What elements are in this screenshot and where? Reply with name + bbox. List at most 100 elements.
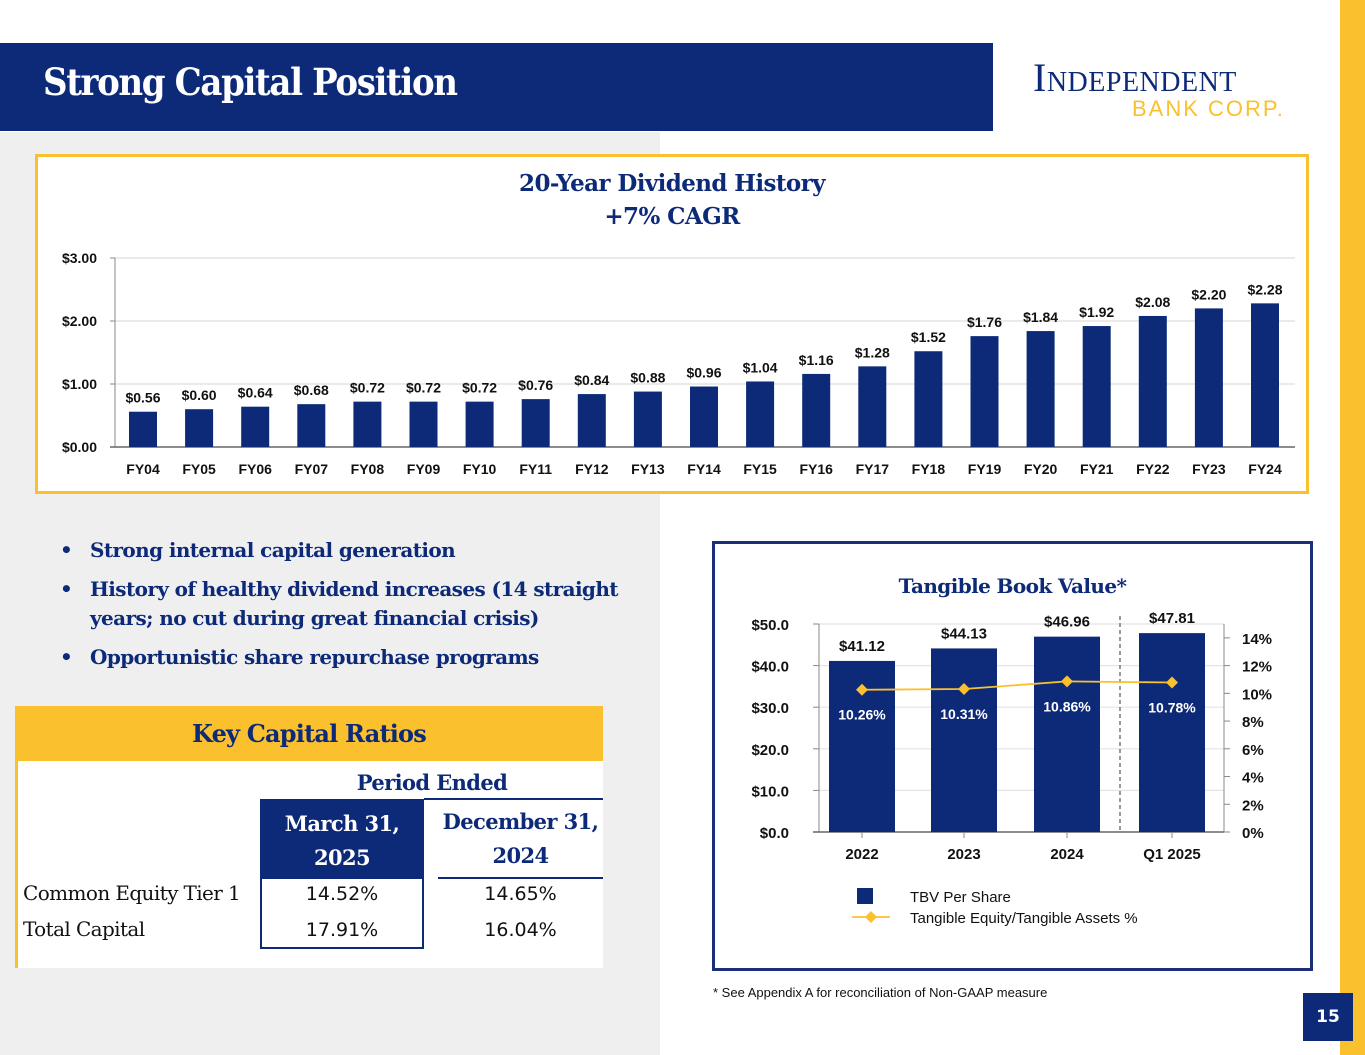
dividend-data-label: $1.52 [911,329,946,345]
dividend-bar [1138,315,1167,447]
y-tick-label: $50.0 [751,617,789,634]
tbv-data-label: $41.12 [839,638,885,655]
legend-label-tce: Tangible Equity/Tangible Assets % [910,910,1138,927]
bullet-item: History of healthy dividend increases (1… [60,575,660,633]
dividend-data-label: $0.84 [574,372,609,388]
y-tick-label: $20.0 [751,742,789,759]
dividend-data-label: $2.28 [1247,281,1282,297]
x-tick-label: FY13 [631,461,665,477]
tce-ratio-label: 10.78% [1148,700,1196,716]
cell-cet1-mar-2025: 14.52% [305,883,379,905]
dividend-data-label: $2.08 [1135,294,1170,310]
x-tick-label: FY18 [912,461,946,477]
footnote: * See Appendix A for reconciliation of N… [713,985,1048,1000]
column-header-line: December 31, [442,809,599,834]
dividend-bar [914,351,943,447]
tce-ratio-line [861,680,1173,691]
bullet-list: Strong internal capital generation Histo… [60,536,660,682]
x-tick-label: FY14 [687,461,721,477]
dividend-bar [1082,326,1111,447]
x-tick-label: FY15 [743,461,777,477]
dividend-data-label: $0.96 [686,365,721,381]
y2-tick-label: 0% [1242,825,1264,842]
tce-ratio-label: 10.26% [838,707,886,723]
x-tick-label: FY17 [856,461,890,477]
x-tick-label: 2022 [845,846,878,863]
column-header-december-2024: December 31, 2024 [438,805,603,873]
x-tick-label: 2023 [947,846,980,863]
dividend-data-label: $1.76 [967,314,1002,330]
y2-tick-label: 4% [1242,770,1264,787]
title-bar [0,43,993,131]
dividend-chart-subtitle: +7% CAGR [604,203,740,230]
dividend-bar [858,366,887,447]
tce-ratio-marker [1166,676,1178,689]
dividend-data-label: $1.04 [743,359,778,375]
gold-accent-stripe [1340,0,1365,1055]
dividend-bar [802,373,831,447]
x-tick-label: FY22 [1136,461,1170,477]
x-tick-label: FY09 [407,461,441,477]
dividend-bar [353,401,382,447]
tce-ratio-label: 10.86% [1043,698,1091,714]
dividend-data-label: $0.72 [406,380,441,396]
dividend-data-label: $0.76 [518,377,553,393]
y-tick-label: $30.0 [751,700,789,717]
dividend-data-label: $1.28 [855,344,890,360]
dividend-bar [521,399,550,447]
column-header-march-2025: March 31, 2025 [262,801,422,879]
dividend-data-label: $1.16 [799,352,834,368]
dividend-bar [1251,303,1279,447]
x-tick-label: FY24 [1248,461,1282,477]
cell-cet1-dec-2024: 14.65% [484,883,557,905]
column-header-line: March 31, [284,811,400,836]
page-number: 15 [1303,993,1353,1041]
column-header-line: 2024 [492,843,549,868]
key-capital-ratios-table: Key Capital Ratios Period Ended March 31… [15,706,603,968]
x-tick-label: 2024 [1050,846,1084,863]
y2-tick-label: 12% [1242,659,1272,676]
divider [424,798,603,800]
legend-swatch-marker [865,911,877,923]
dividend-data-label: $0.72 [462,380,497,396]
x-tick-label: FY05 [182,461,216,477]
dividend-bar [465,401,494,447]
dividend-bar [577,394,606,447]
dividend-bar [746,381,775,447]
period-ended-label: Period Ended [356,770,508,795]
ratios-title: Key Capital Ratios [15,706,603,761]
y-tick-label: $0.0 [760,825,789,842]
dividend-data-label: $0.64 [238,385,273,401]
dividend-data-label: $2.20 [1191,286,1226,302]
tbv-bar [1034,636,1100,832]
dividend-data-label: $0.68 [294,382,329,398]
dividend-bar [1026,331,1055,447]
x-tick-label: FY19 [968,461,1002,477]
y2-tick-label: 8% [1242,714,1264,731]
logo-subtitle: BANK CORP. [1132,96,1285,121]
tce-ratio-marker [1061,675,1073,688]
divider [438,877,603,879]
cell-total-capital-mar-2025: 17.91% [305,919,379,941]
column-march-2025: March 31, 2025 [260,799,424,949]
dividend-data-label: $0.72 [350,380,385,396]
row-label-total-capital: Total Capital [23,917,145,941]
dividend-bar [241,406,270,447]
x-tick-label: FY07 [295,461,329,477]
tce-ratio-marker [856,683,868,696]
legend-swatch-tbv [857,888,873,904]
y-tick-label: $10.0 [751,783,789,800]
dividend-data-label: $0.60 [182,387,217,403]
logo-wordmark: Independent [1033,55,1237,100]
x-tick-label: FY06 [238,461,272,477]
x-tick-label: FY21 [1080,461,1114,477]
page-title: Strong Capital Position [43,60,458,104]
x-tick-label: Q1 2025 [1143,846,1201,863]
y2-tick-label: 10% [1242,686,1272,703]
y2-tick-label: 2% [1242,797,1264,814]
tce-ratio-marker [958,683,970,696]
x-tick-label: FY12 [575,461,609,477]
dividend-bar [690,386,718,447]
